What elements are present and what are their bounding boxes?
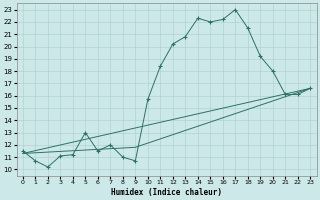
X-axis label: Humidex (Indice chaleur): Humidex (Indice chaleur) xyxy=(111,188,222,197)
